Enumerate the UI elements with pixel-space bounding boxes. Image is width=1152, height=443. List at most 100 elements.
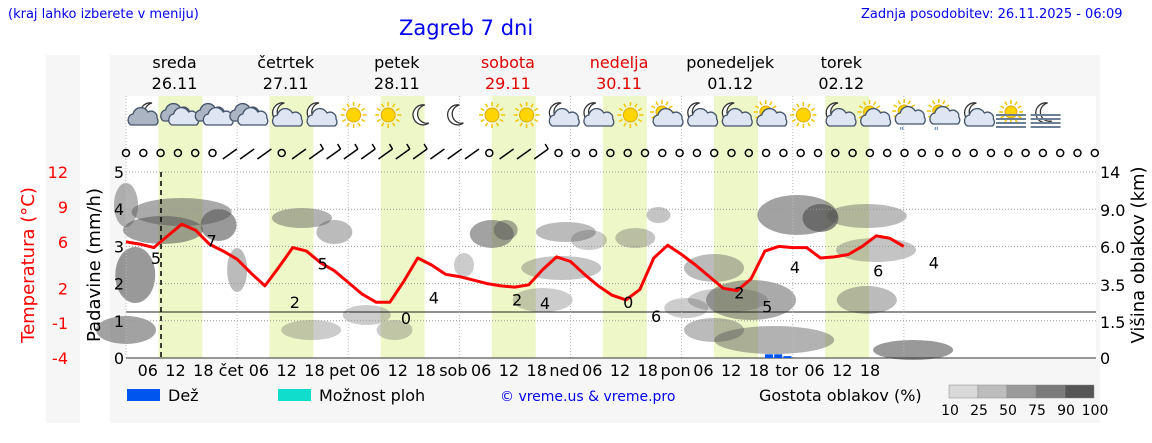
sun-ray — [791, 118, 796, 123]
day-name: petek — [374, 53, 420, 72]
sun-ray — [392, 103, 396, 108]
sun-ray — [623, 103, 627, 108]
partly-cloudy-night-icon — [548, 102, 580, 127]
density-swatch — [1035, 384, 1066, 399]
sun-ray — [1000, 115, 1005, 119]
wind-calm-icon — [709, 148, 719, 158]
x-tick-label: 12 — [721, 361, 741, 380]
cloud-shape — [860, 107, 892, 127]
wind-barb-feather — [544, 143, 549, 150]
temperature-label: 2 — [290, 293, 300, 312]
cloud-shape — [271, 107, 304, 127]
sun-ray — [810, 107, 816, 112]
wind-calm-icon — [156, 148, 165, 158]
cloud-blob — [684, 254, 745, 282]
temperature-tick: 9 — [58, 198, 68, 217]
sun-ray — [381, 103, 385, 108]
wind-barb-feather — [406, 143, 411, 150]
sun-ray — [618, 107, 623, 112]
temperature-label: 7 — [206, 231, 216, 250]
location-hint[interactable]: (kraj lahko izberete v meniju) — [8, 7, 199, 22]
cloud-height-tick: 9.0 — [1100, 201, 1125, 220]
day-name: nedelja — [590, 53, 649, 72]
cloud-blob — [836, 238, 917, 262]
partly-cloudy-icon — [650, 100, 684, 127]
wind-barb-icon — [343, 148, 359, 160]
precip-tick: 4 — [114, 200, 124, 219]
cloud-shape — [894, 105, 926, 125]
temperature-label: 5 — [762, 298, 772, 317]
wind-calm-icon — [917, 148, 927, 158]
temperature-label: 6 — [873, 262, 883, 281]
sun-ray — [534, 118, 539, 123]
cloud-height-tick: 0 — [1100, 349, 1110, 368]
moon-shape — [447, 104, 464, 126]
cloud-height-tick: 14 — [1100, 163, 1120, 182]
x-tick-label: 06 — [693, 361, 713, 380]
left-margin-bg — [46, 55, 80, 423]
cloud-axis-label: Višina oblakov (km) — [1128, 166, 1149, 343]
moon-shape — [1035, 102, 1052, 124]
sun-ray — [376, 118, 381, 123]
moon-shape — [412, 104, 430, 126]
daylight-band — [269, 96, 314, 358]
wind-barb-icon — [291, 148, 307, 160]
wind-barb-icon — [447, 148, 463, 160]
rain-swatch — [127, 389, 160, 401]
sun-ray — [759, 101, 763, 106]
sun-ray — [634, 103, 638, 108]
density-level-label: 50 — [999, 403, 1017, 419]
wind-barb-icon — [360, 148, 376, 160]
sun-ray — [651, 105, 656, 109]
temperature-tick: 6 — [58, 233, 68, 252]
storm-swatch — [278, 389, 311, 401]
cloud-blob — [453, 253, 474, 277]
cloud-height-tick: 1.5 — [1100, 313, 1125, 332]
x-tick-label: 18 — [527, 361, 547, 380]
wind-calm-icon — [208, 148, 217, 158]
rain-label: Dež — [168, 386, 199, 405]
x-tick-label: 12 — [499, 361, 519, 380]
cloud-shape — [756, 107, 788, 127]
wind-barb-feather — [423, 143, 428, 150]
wind-calm-icon — [1073, 148, 1082, 158]
last-update: Zadnja posodobitev: 26.11.2025 - 06:09 — [861, 7, 1123, 22]
x-tick-label: 06 — [138, 361, 158, 380]
cloud-blob — [115, 247, 156, 303]
cloud-blob — [316, 220, 353, 244]
precipitation-bar — [774, 354, 783, 358]
x-tick-label: 06 — [360, 361, 380, 380]
sun-ray — [668, 105, 673, 109]
day-date: 01.12 — [707, 74, 753, 93]
cloud-shape — [548, 107, 580, 127]
cloud-shape — [963, 107, 996, 127]
daylight-band — [602, 96, 647, 358]
precip-tick: 1 — [114, 312, 124, 331]
wind-calm-icon — [640, 148, 650, 158]
day-date: 27.11 — [263, 74, 309, 93]
sun-ray — [395, 107, 400, 112]
copyright-link: © vreme.us & vreme.pro — [500, 389, 675, 405]
wind-calm-icon — [848, 148, 857, 158]
legend: Dež Možnost ploh © vreme.us & vreme.pro Gos… — [127, 384, 1108, 419]
cloud-blob — [873, 340, 954, 360]
sun-ray — [392, 122, 396, 127]
sun-disc — [795, 107, 811, 123]
temperature-label: 4 — [790, 258, 800, 277]
wind-calm-icon — [485, 148, 494, 158]
wind-calm-icon — [796, 148, 805, 158]
density-level-label: 10 — [941, 403, 959, 419]
sun-ray — [772, 105, 777, 109]
x-tick-label: pon — [661, 361, 691, 380]
x-tick-label: 18 — [304, 361, 324, 380]
day-name: sobota — [481, 53, 535, 72]
clear-night-icon — [412, 104, 430, 126]
cloud-shape — [652, 107, 684, 127]
sun-ray — [932, 100, 936, 105]
sun-ray — [499, 107, 504, 112]
sun-ray — [618, 118, 623, 123]
sun-ray — [361, 118, 366, 123]
wind-calm-icon — [865, 148, 875, 158]
temperature-label: 2 — [512, 291, 522, 310]
drizzle-mark: " — [899, 125, 904, 138]
